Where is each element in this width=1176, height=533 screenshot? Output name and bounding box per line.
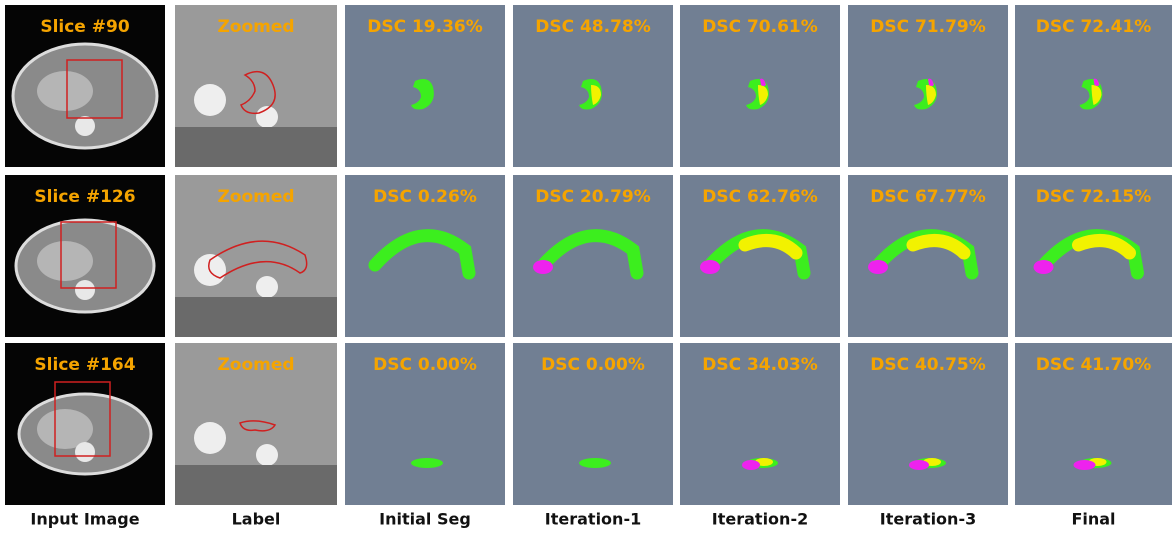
dsc-label: DSC 41.70% bbox=[1036, 355, 1152, 375]
dsc-label: DSC 20.79% bbox=[535, 187, 651, 207]
spine bbox=[75, 442, 95, 462]
figure: Slice #90 Zoomed DSC 19.36% DSC 48.78% DSC 7… bbox=[0, 0, 1176, 533]
dsc-label: DSC 72.41% bbox=[1036, 17, 1152, 37]
vessel bbox=[256, 276, 278, 298]
seg-magenta bbox=[868, 260, 888, 274]
dark-region bbox=[175, 297, 337, 337]
organ bbox=[37, 71, 93, 111]
dark-region bbox=[175, 127, 337, 167]
dsc-label: DSC 67.77% bbox=[870, 187, 986, 207]
zoomed-label: Zoomed bbox=[217, 355, 294, 375]
organ bbox=[37, 241, 93, 281]
seg-magenta bbox=[1034, 260, 1054, 274]
dsc-label: DSC 40.75% bbox=[870, 355, 986, 375]
slice-label: Slice #126 bbox=[34, 187, 135, 207]
dsc-label: DSC 62.76% bbox=[702, 187, 818, 207]
seg-magenta bbox=[533, 260, 553, 274]
dsc-label: DSC 0.00% bbox=[541, 355, 645, 375]
seg-magenta bbox=[742, 460, 760, 470]
dsc-label: DSC 48.78% bbox=[535, 17, 651, 37]
dark-region bbox=[175, 465, 337, 505]
column-label: Input Image bbox=[30, 510, 139, 529]
column-label: Iteration-2 bbox=[712, 510, 808, 529]
vessel bbox=[256, 444, 278, 466]
dsc-label: DSC 19.36% bbox=[367, 17, 483, 37]
zoomed-label: Zoomed bbox=[217, 17, 294, 37]
dsc-label: DSC 34.03% bbox=[702, 355, 818, 375]
column-label: Final bbox=[1071, 510, 1115, 529]
column-label: Iteration-3 bbox=[880, 510, 976, 529]
zoomed-label: Zoomed bbox=[217, 187, 294, 207]
segmentation bbox=[411, 458, 443, 468]
slice-label: Slice #164 bbox=[34, 355, 135, 375]
column-label: Iteration-1 bbox=[545, 510, 641, 529]
seg-green bbox=[579, 458, 611, 468]
dsc-label: DSC 70.61% bbox=[702, 17, 818, 37]
seg-magenta bbox=[700, 260, 720, 274]
column-label: Initial Seg bbox=[379, 510, 471, 529]
dsc-label: DSC 0.26% bbox=[373, 187, 477, 207]
dsc-label: DSC 72.15% bbox=[1036, 187, 1152, 207]
spine bbox=[75, 116, 95, 136]
dsc-label: DSC 71.79% bbox=[870, 17, 986, 37]
seg-green bbox=[411, 458, 443, 468]
segmentation bbox=[579, 458, 611, 468]
vessel bbox=[194, 422, 226, 454]
seg-magenta bbox=[1074, 460, 1096, 470]
vessel bbox=[194, 84, 226, 116]
column-label: Label bbox=[232, 510, 281, 529]
dsc-label: DSC 0.00% bbox=[373, 355, 477, 375]
spine bbox=[75, 280, 95, 300]
slice-label: Slice #90 bbox=[40, 17, 129, 37]
seg-magenta bbox=[909, 460, 929, 470]
